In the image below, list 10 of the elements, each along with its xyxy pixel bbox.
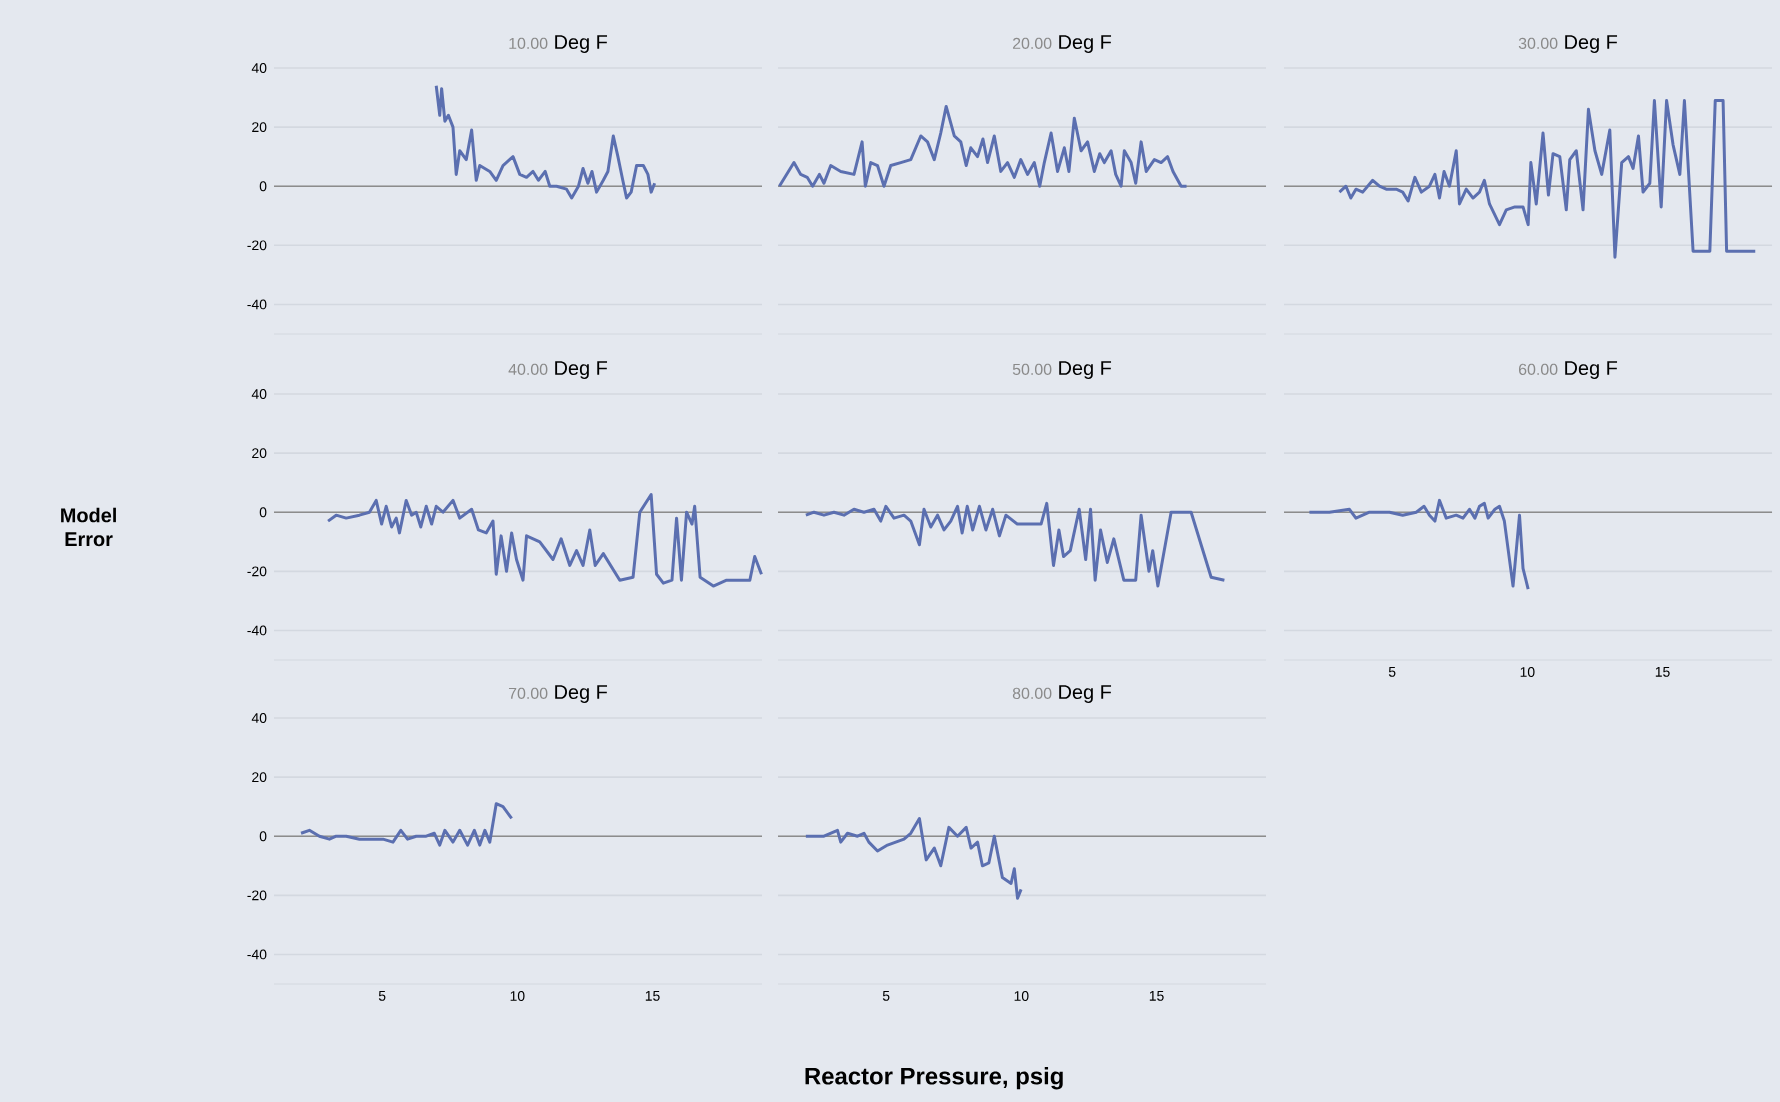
chart-subtitle: Deg F xyxy=(1565,35,1618,53)
x-axis-title: Reactor Pressure, psig xyxy=(805,1067,1063,1090)
chart-subtitle: Deg F xyxy=(555,361,608,379)
chart-subtitle: Deg F xyxy=(1565,361,1618,379)
chart-subtitle: Deg F xyxy=(555,35,608,53)
chart-subtitle: Deg F xyxy=(1059,685,1112,703)
chart-subtitle: Deg F xyxy=(1059,361,1112,379)
chart-subtitle: Deg F xyxy=(555,685,608,703)
y-axis-title: Model Error xyxy=(61,507,116,547)
chart-subtitle: Deg F xyxy=(1059,35,1112,53)
